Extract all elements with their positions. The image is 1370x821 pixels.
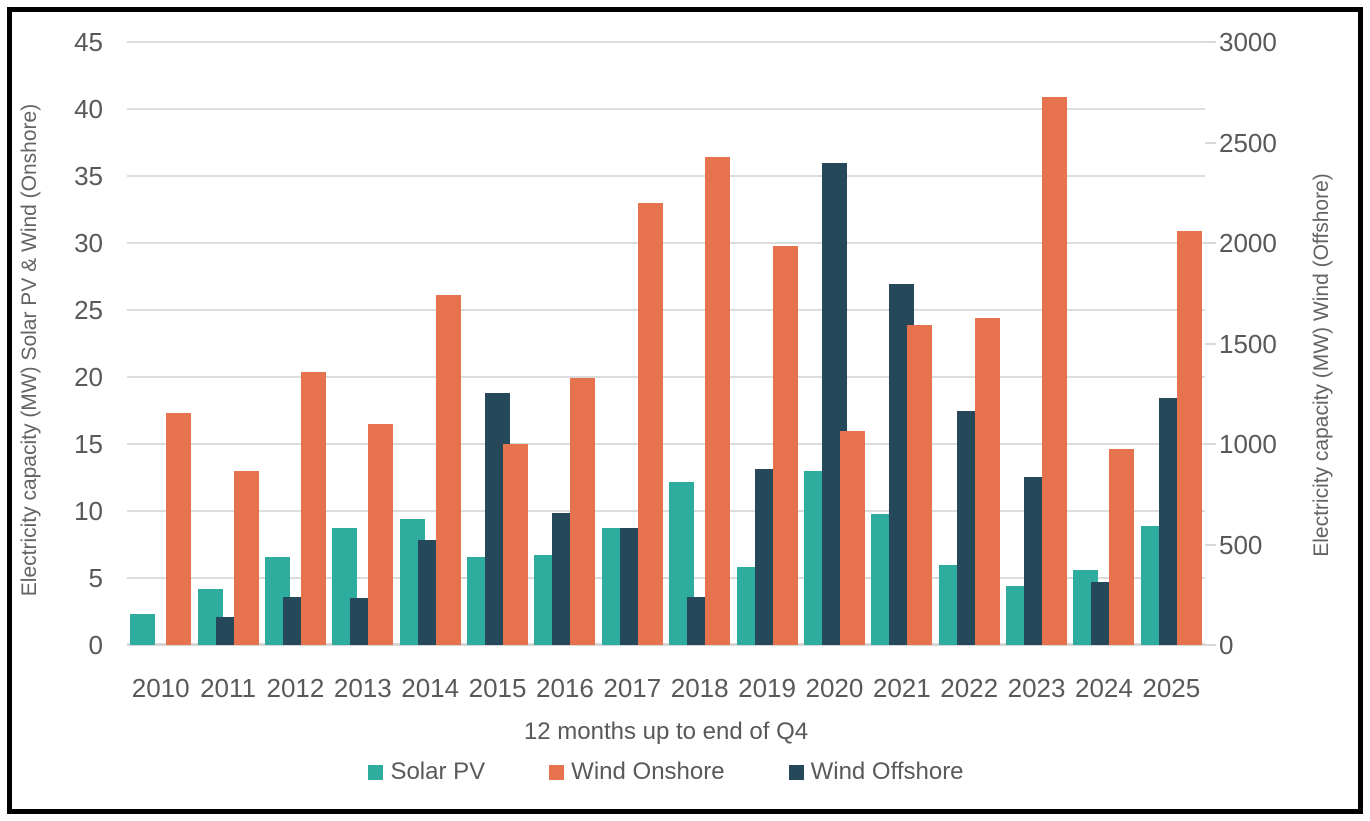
x-label-2018: 2018: [670, 673, 729, 703]
bar-wind-onshore-2023: [1042, 96, 1068, 645]
bar-wind-onshore-2025: [1176, 230, 1202, 645]
left-tick-5: 5: [88, 563, 103, 593]
right-tick-0: 0: [1219, 630, 1234, 660]
right-tick-mark: [1205, 242, 1216, 244]
bar-group-2023: [1003, 42, 1070, 645]
gridline-20: [127, 376, 1205, 378]
right-tick-mark: [1205, 41, 1216, 43]
bar-wind-onshore-2016: [570, 378, 596, 645]
right-tick-1500: 1500: [1219, 328, 1277, 359]
bar-wind-onshore-2012: [300, 371, 326, 645]
x-label-2022: 2022: [940, 673, 999, 703]
legend-swatch-wind-onshore: [549, 764, 565, 780]
gridline-0: [127, 643, 1205, 646]
x-label-2024: 2024: [1075, 673, 1133, 703]
bar-group-2010: [127, 42, 194, 645]
legend-label: Wind Onshore: [571, 758, 725, 785]
bar-group-2013: [329, 42, 396, 645]
gridline-25: [127, 309, 1205, 311]
x-label-2016: 2016: [536, 673, 594, 703]
legend-swatch-solar-pv: [368, 764, 384, 780]
gridline-35: [127, 175, 1205, 177]
right-tick-3000: 3000: [1219, 27, 1277, 57]
bar-group-2017: [599, 42, 666, 645]
x-label-2019: 2019: [738, 673, 796, 703]
bar-wind-onshore-2021: [907, 324, 933, 645]
right-tick-1000: 1000: [1219, 429, 1277, 459]
x-label-2025: 2025: [1142, 673, 1201, 703]
bar-wind-onshore-2011: [233, 470, 259, 645]
gridline-15: [127, 443, 1205, 445]
legend-label: Solar PV: [390, 758, 486, 785]
right-tick-mark: [1205, 543, 1216, 546]
right-tick-mark: [1205, 644, 1216, 646]
bar-group-2011: [194, 42, 261, 645]
legend-item-wind-offshore: Wind Offshore: [788, 758, 964, 786]
bar-group-2015: [464, 42, 531, 645]
gridline-40: [127, 108, 1205, 110]
bar-group-2014: [397, 42, 464, 645]
bar-group-2018: [666, 42, 733, 645]
left-tick-40: 40: [74, 94, 103, 124]
bar-group-2020: [801, 42, 868, 645]
x-label-2015: 2015: [468, 673, 527, 703]
gridline-10: [127, 510, 1205, 512]
legend-item-solar-pv: Solar PV: [368, 758, 485, 786]
bar-wind-onshore-2010: [166, 413, 192, 645]
bar-wind-onshore-2024: [1109, 449, 1135, 645]
bar-group-2022: [936, 42, 1003, 645]
right-tick-mark: [1205, 141, 1216, 144]
right-tick-2500: 2500: [1219, 127, 1277, 158]
bar-group-2024: [1070, 42, 1137, 645]
right-tick-500: 500: [1219, 529, 1263, 560]
x-label-2010: 2010: [131, 673, 190, 703]
x-label-2021: 2021: [872, 673, 931, 703]
bar-group-2012: [262, 42, 329, 645]
x-label-2012: 2012: [266, 673, 325, 703]
legend-swatch-wind-offshore: [788, 764, 804, 780]
legend-item-wind-onshore: Wind Onshore: [549, 758, 725, 786]
bar-wind-onshore-2014: [435, 295, 461, 645]
legend-label: Wind Offshore: [810, 758, 964, 785]
plot-area: [127, 41, 1205, 646]
left-tick-15: 15: [74, 429, 103, 459]
x-label-2014: 2014: [401, 673, 460, 703]
bar-wind-onshore-2022: [974, 318, 1000, 645]
bar-wind-onshore-2018: [705, 157, 731, 645]
left-tick-10: 10: [74, 496, 103, 526]
gridline-45: [127, 41, 1205, 43]
left-tick-20: 20: [74, 362, 103, 392]
right-tick-2000: 2000: [1219, 228, 1277, 258]
gridline-30: [127, 242, 1205, 244]
legend: Solar PV Wind Onshore Wind Offshore: [127, 755, 1205, 789]
left-tick-25: 25: [74, 295, 103, 325]
x-axis-title: 12 months up to end of Q4: [523, 718, 809, 745]
bar-wind-onshore-2017: [637, 202, 663, 645]
bar-group-2021: [868, 42, 935, 645]
right-axis-title: Electricity capacity (MW) Wind (Offshore…: [1310, 173, 1333, 557]
right-tick-mark: [1205, 443, 1216, 445]
left-tick-0: 0: [88, 630, 103, 660]
left-tick-30: 30: [74, 228, 103, 258]
bar-wind-onshore-2015: [503, 444, 529, 645]
bar-wind-onshore-2020: [839, 430, 865, 645]
x-label-2023: 2023: [1007, 673, 1066, 703]
left-tick-45: 45: [74, 27, 103, 57]
bar-group-2016: [531, 42, 598, 645]
left-tick-35: 35: [74, 161, 103, 191]
x-label-2011: 2011: [200, 673, 257, 703]
bar-group-2025: [1138, 42, 1205, 645]
right-tick-mark: [1205, 342, 1216, 345]
bar-wind-onshore-2019: [772, 245, 798, 645]
bar-group-2019: [733, 42, 800, 645]
bar-wind-onshore-2013: [368, 423, 394, 645]
x-label-2017: 2017: [603, 673, 662, 703]
x-label-2013: 2013: [333, 673, 392, 703]
x-label-2020: 2020: [805, 673, 864, 703]
gridline-5: [127, 577, 1205, 579]
bar-solar-pv-2010: [130, 614, 156, 645]
